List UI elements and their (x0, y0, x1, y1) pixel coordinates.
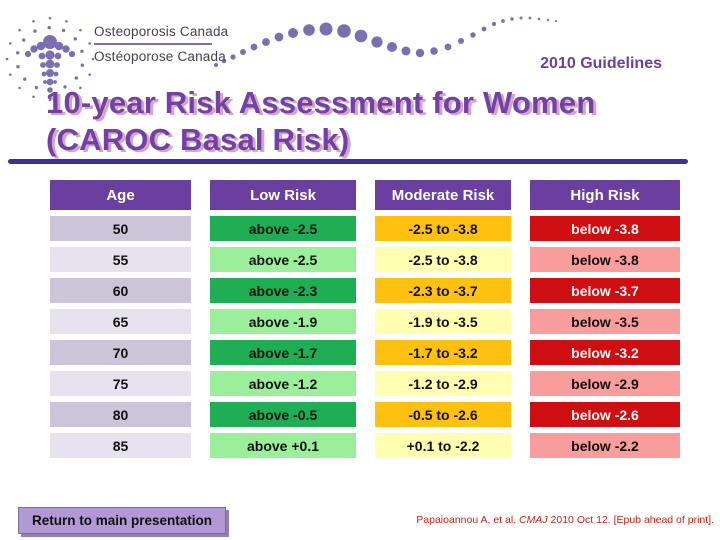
table-cell-low: above -1.9 (210, 309, 356, 334)
table-cell-high: below -2.6 (530, 402, 680, 427)
logo-name-english: Osteoporosis Canada (94, 24, 229, 39)
logo-divider (94, 43, 212, 45)
table-cell-moderate: +0.1 to -2.2 (375, 433, 511, 458)
page-title: 10-year Risk Assessment for Women (CAROC… (46, 84, 706, 158)
logo-name-french: Ostéoporose Canada (94, 49, 226, 64)
column-header-moderate-risk: Moderate Risk (375, 180, 511, 210)
table-cell-age: 85 (50, 433, 191, 458)
citation-journal: CMAJ (519, 514, 548, 526)
table-cell-low: above -2.5 (210, 216, 356, 241)
table-cell-age: 60 (50, 278, 191, 303)
title-underline (8, 159, 688, 164)
table-cell-low: above +0.1 (210, 433, 356, 458)
table-cell-age: 80 (50, 402, 191, 427)
citation-prefix: Papaioannou A, et al. (416, 514, 520, 526)
table-cell-age: 65 (50, 309, 191, 334)
table-cell-high: below -2.9 (530, 371, 680, 396)
table-cell-moderate: -1.9 to -3.5 (375, 309, 511, 334)
table-cell-low: above -0.5 (210, 402, 356, 427)
table-cell-low: above -1.2 (210, 371, 356, 396)
table-cell-high: below -3.8 (530, 216, 680, 241)
page-title-line2: (CAROC Basal Risk) (46, 122, 350, 157)
table-cell-high: below -3.7 (530, 278, 680, 303)
table-cell-high: below -2.2 (530, 433, 680, 458)
column-header-age: Age (50, 180, 191, 210)
table-cell-moderate: -1.7 to -3.2 (375, 340, 511, 365)
table-cell-age: 55 (50, 247, 191, 272)
table-cell-moderate: -2.3 to -3.7 (375, 278, 511, 303)
table-cell-age: 50 (50, 216, 191, 241)
column-header-high-risk: High Risk (530, 180, 680, 210)
table-cell-moderate: -2.5 to -3.8 (375, 216, 511, 241)
citation: Papaioannou A, et al. CMAJ 2010 Oct 12. … (416, 514, 714, 526)
return-to-main-button[interactable]: Return to main presentation (18, 507, 226, 534)
table-cell-high: below -3.8 (530, 247, 680, 272)
table-cell-low: above -2.3 (210, 278, 356, 303)
table-cell-moderate: -1.2 to -2.9 (375, 371, 511, 396)
risk-table: Age Low Risk Moderate Risk High Risk 50 … (50, 180, 680, 458)
column-header-low-risk: Low Risk (210, 180, 356, 210)
table-cell-high: below -3.2 (530, 340, 680, 365)
table-cell-high: below -3.5 (530, 309, 680, 334)
citation-suffix: 2010 Oct 12. [Epub ahead of print]. (547, 514, 714, 526)
osteoporosis-logo-icon (5, 16, 95, 102)
table-cell-age: 70 (50, 340, 191, 365)
logo-wordmark: Osteoporosis Canada Ostéoporose Canada (94, 24, 229, 64)
table-cell-moderate: -2.5 to -3.8 (375, 247, 511, 272)
page-title-line1: 10-year Risk Assessment for Women (46, 85, 596, 120)
table-cell-low: above -2.5 (210, 247, 356, 272)
table-cell-moderate: -0.5 to -2.6 (375, 402, 511, 427)
guidelines-label: 2010 Guidelines (540, 55, 662, 72)
table-cell-age: 75 (50, 371, 191, 396)
table-cell-low: above -1.7 (210, 340, 356, 365)
